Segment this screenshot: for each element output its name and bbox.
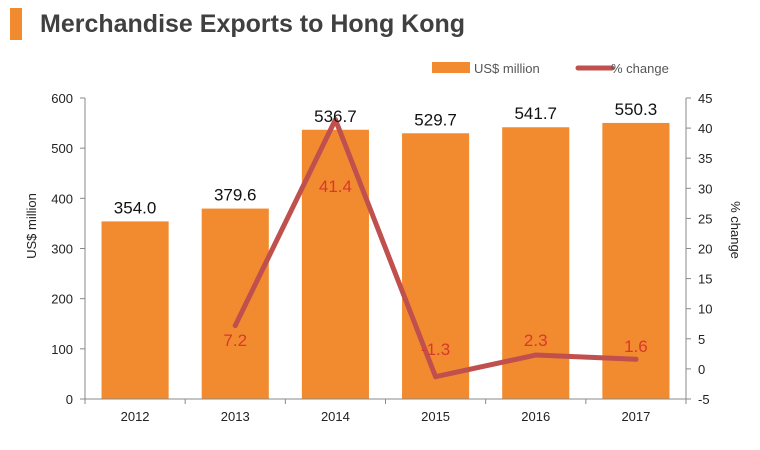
y2-tick-label: 5 (698, 332, 705, 347)
pct-value-label-2013: 7.2 (223, 331, 247, 350)
bar-2012 (101, 221, 169, 399)
y2-tick-label: 35 (698, 151, 712, 166)
labels-layer: 354.0 379.6 536.7 529.7 541.7 550.3 7.2 41.4 -1.… (114, 100, 657, 359)
pct-value-label-2016: 2.3 (524, 331, 548, 350)
pct-value-label-2015: -1.3 (421, 340, 450, 359)
pct-point-2013 (232, 323, 238, 329)
x-tick-label-2015: 2015 (421, 409, 450, 424)
y2-tick-label: 0 (698, 362, 705, 377)
y-tick-label: 100 (51, 342, 73, 357)
y2-tick-label: 40 (698, 121, 712, 136)
x-tick-label-2014: 2014 (321, 409, 350, 424)
legend-label-line: % change (611, 61, 669, 76)
pct-value-label-2017: 1.6 (624, 337, 648, 356)
pct-value-label-2014: 41.4 (319, 177, 352, 196)
line-layer (232, 117, 639, 380)
y-tick-label: 300 (51, 242, 73, 257)
x-tick-label-2012: 2012 (121, 409, 150, 424)
y2-tick-label: -5 (698, 392, 710, 407)
bar-2017 (602, 122, 670, 399)
pct-point-2017 (633, 356, 639, 362)
y2-tick-label: 30 (698, 181, 712, 196)
bar-value-label-2015: 529.7 (414, 110, 457, 129)
x-tick-label-2016: 2016 (521, 409, 550, 424)
legend-swatch-bars (432, 62, 470, 73)
bar-2015 (402, 133, 470, 400)
y-tick-label: 0 (66, 392, 73, 407)
y2-tick-label: 25 (698, 211, 712, 226)
y-tick-label: 400 (51, 191, 73, 206)
y-tick-label: 500 (51, 141, 73, 156)
y2-tick-label: 45 (698, 91, 712, 106)
bar-2013 (201, 208, 269, 399)
legend: US$ million % change (432, 61, 669, 76)
bar-value-label-2012: 354.0 (114, 198, 157, 217)
y2-tick-label: 10 (698, 302, 712, 317)
y2-axis-title: % change (728, 201, 743, 259)
y-tick-label: 600 (51, 91, 73, 106)
bar-value-label-2016: 541.7 (514, 104, 557, 123)
x-tick-label-2013: 2013 (221, 409, 250, 424)
y2-tick-label: 20 (698, 242, 712, 257)
y-axis-title: US$ million (24, 193, 39, 259)
axes-layer: 0 100 200 300 400 500 600 -5 0 5 10 15 20 25 30 35 40 45 2… (51, 91, 712, 424)
bar-value-label-2017: 550.3 (615, 100, 658, 119)
bar-value-label-2014: 536.7 (314, 107, 357, 126)
x-tick-label-2017: 2017 (621, 409, 650, 424)
pct-point-2016 (533, 352, 539, 358)
title-accent-bar (10, 8, 22, 40)
pct-point-2015 (433, 374, 439, 380)
legend-label-bars: US$ million (474, 61, 540, 76)
bar-value-label-2013: 379.6 (214, 186, 257, 205)
chart-title: Merchandise Exports to Hong Kong (40, 10, 466, 38)
pct-point-2014 (332, 117, 338, 123)
y2-tick-label: 15 (698, 272, 712, 287)
y-tick-label: 200 (51, 292, 73, 307)
